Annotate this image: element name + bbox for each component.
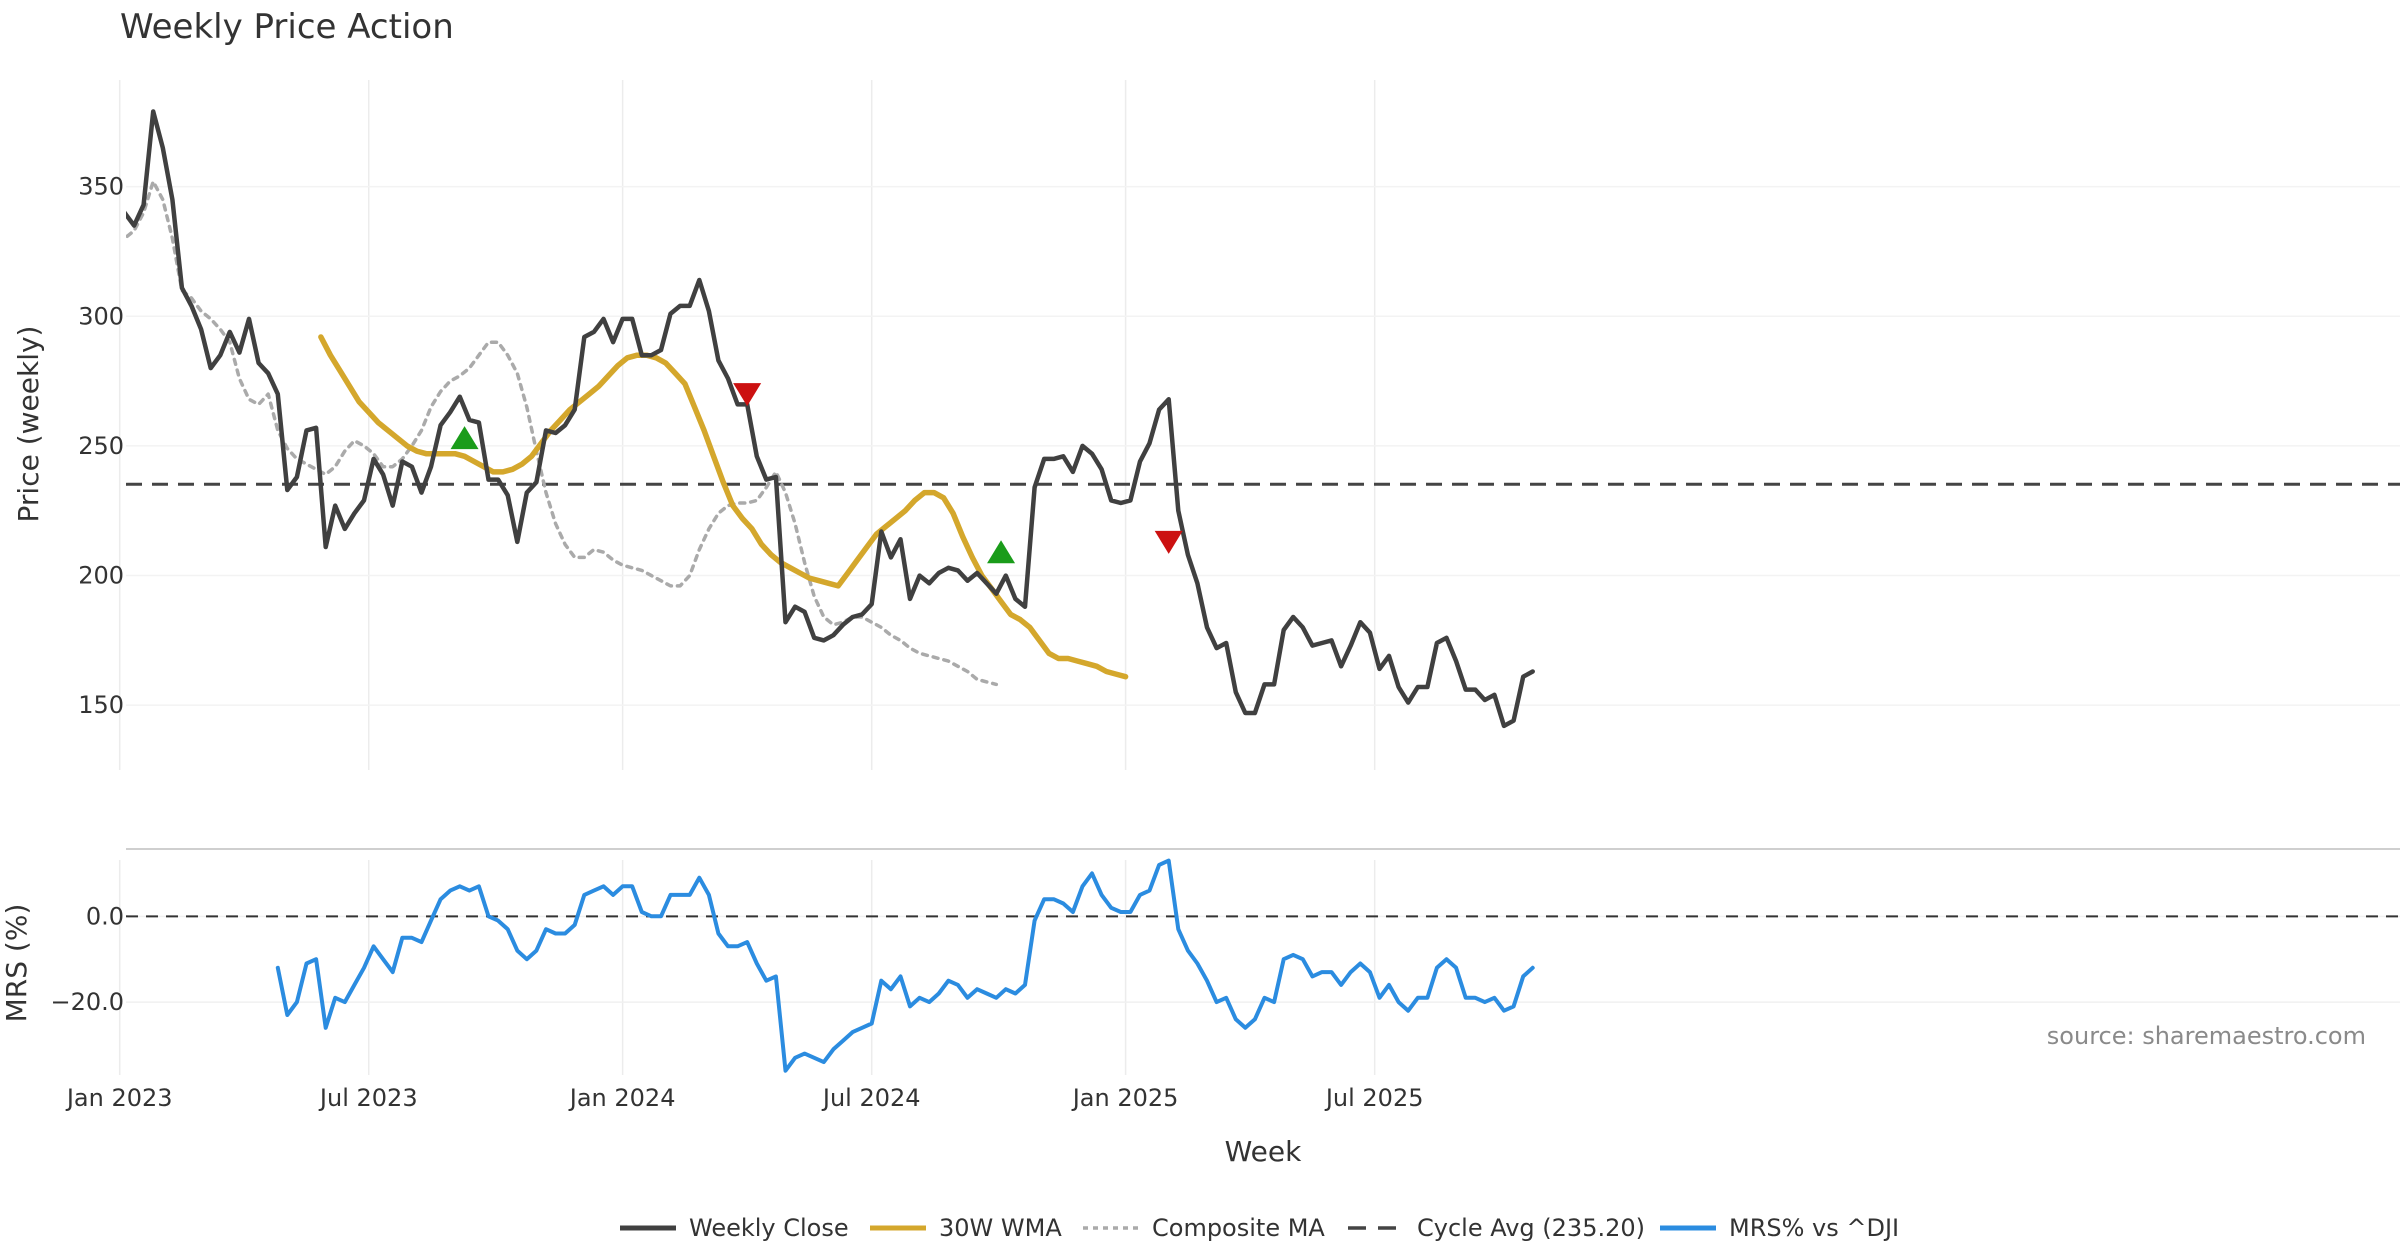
price-y-tick-labels: 150 200 250 300 350 — [78, 173, 124, 720]
price-y-tick: 350 — [78, 173, 124, 201]
price-y-axis-label: Price (weekly) — [12, 326, 45, 523]
x-tick-labels: Jan 2023 Jul 2023 Jan 2024 Jul 2024 Jan 2025… — [65, 1084, 1424, 1112]
mrs-y-tick: 0.0 — [86, 902, 124, 930]
legend-item: 30W WMA — [870, 1214, 1062, 1242]
legend-item: Cycle Avg (235.20) — [1348, 1214, 1645, 1242]
weekly-close-line — [126, 109, 1535, 729]
x-tick-label: Jan 2024 — [568, 1084, 676, 1112]
price-y-tick: 200 — [78, 562, 124, 590]
x-tick-label: Jul 2024 — [821, 1084, 921, 1112]
sell-signal-marker — [733, 383, 762, 407]
x-tick-label: Jul 2025 — [1324, 1084, 1424, 1112]
mrs-y-tick-labels: 0.0 −20.0 — [50, 902, 124, 1016]
mrs-y-tick: −20.0 — [50, 988, 124, 1016]
legend-item: MRS% vs ^DJI — [1660, 1214, 1899, 1242]
x-tick-label: Jan 2023 — [65, 1084, 173, 1112]
price-gridlines — [118, 80, 2400, 770]
x-tick-label: Jan 2025 — [1071, 1084, 1179, 1112]
wma-30w-line — [318, 334, 1129, 680]
mrs-y-axis-label: MRS (%) — [0, 904, 33, 1023]
legend-item: Composite MA — [1083, 1214, 1325, 1242]
buy-signal-marker — [450, 426, 479, 450]
legend-label: Cycle Avg (235.20) — [1417, 1214, 1645, 1242]
legend-label: MRS% vs ^DJI — [1729, 1214, 1899, 1242]
price-y-tick: 150 — [78, 691, 124, 719]
legend-label: 30W WMA — [939, 1214, 1062, 1242]
signal-markers — [450, 383, 1183, 564]
mrs-line — [275, 858, 1535, 1073]
chart-title: Weekly Price Action — [120, 7, 454, 47]
source-note: source: sharemaestro.com — [2047, 1022, 2366, 1050]
legend: Weekly Close 30W WMA Composite MA Cycle Avg… — [620, 1214, 1899, 1242]
sell-signal-marker — [1154, 530, 1183, 554]
legend-label: Composite MA — [1152, 1214, 1325, 1242]
legend-item: Weekly Close — [620, 1214, 849, 1242]
composite-ma-line — [126, 179, 999, 687]
legend-label: Weekly Close — [689, 1214, 849, 1242]
x-tick-label: Jul 2023 — [318, 1084, 418, 1112]
price-y-tick: 250 — [78, 432, 124, 460]
price-y-tick: 300 — [78, 302, 124, 330]
buy-signal-marker — [987, 540, 1016, 564]
x-axis-label: Week — [1225, 1135, 1302, 1168]
